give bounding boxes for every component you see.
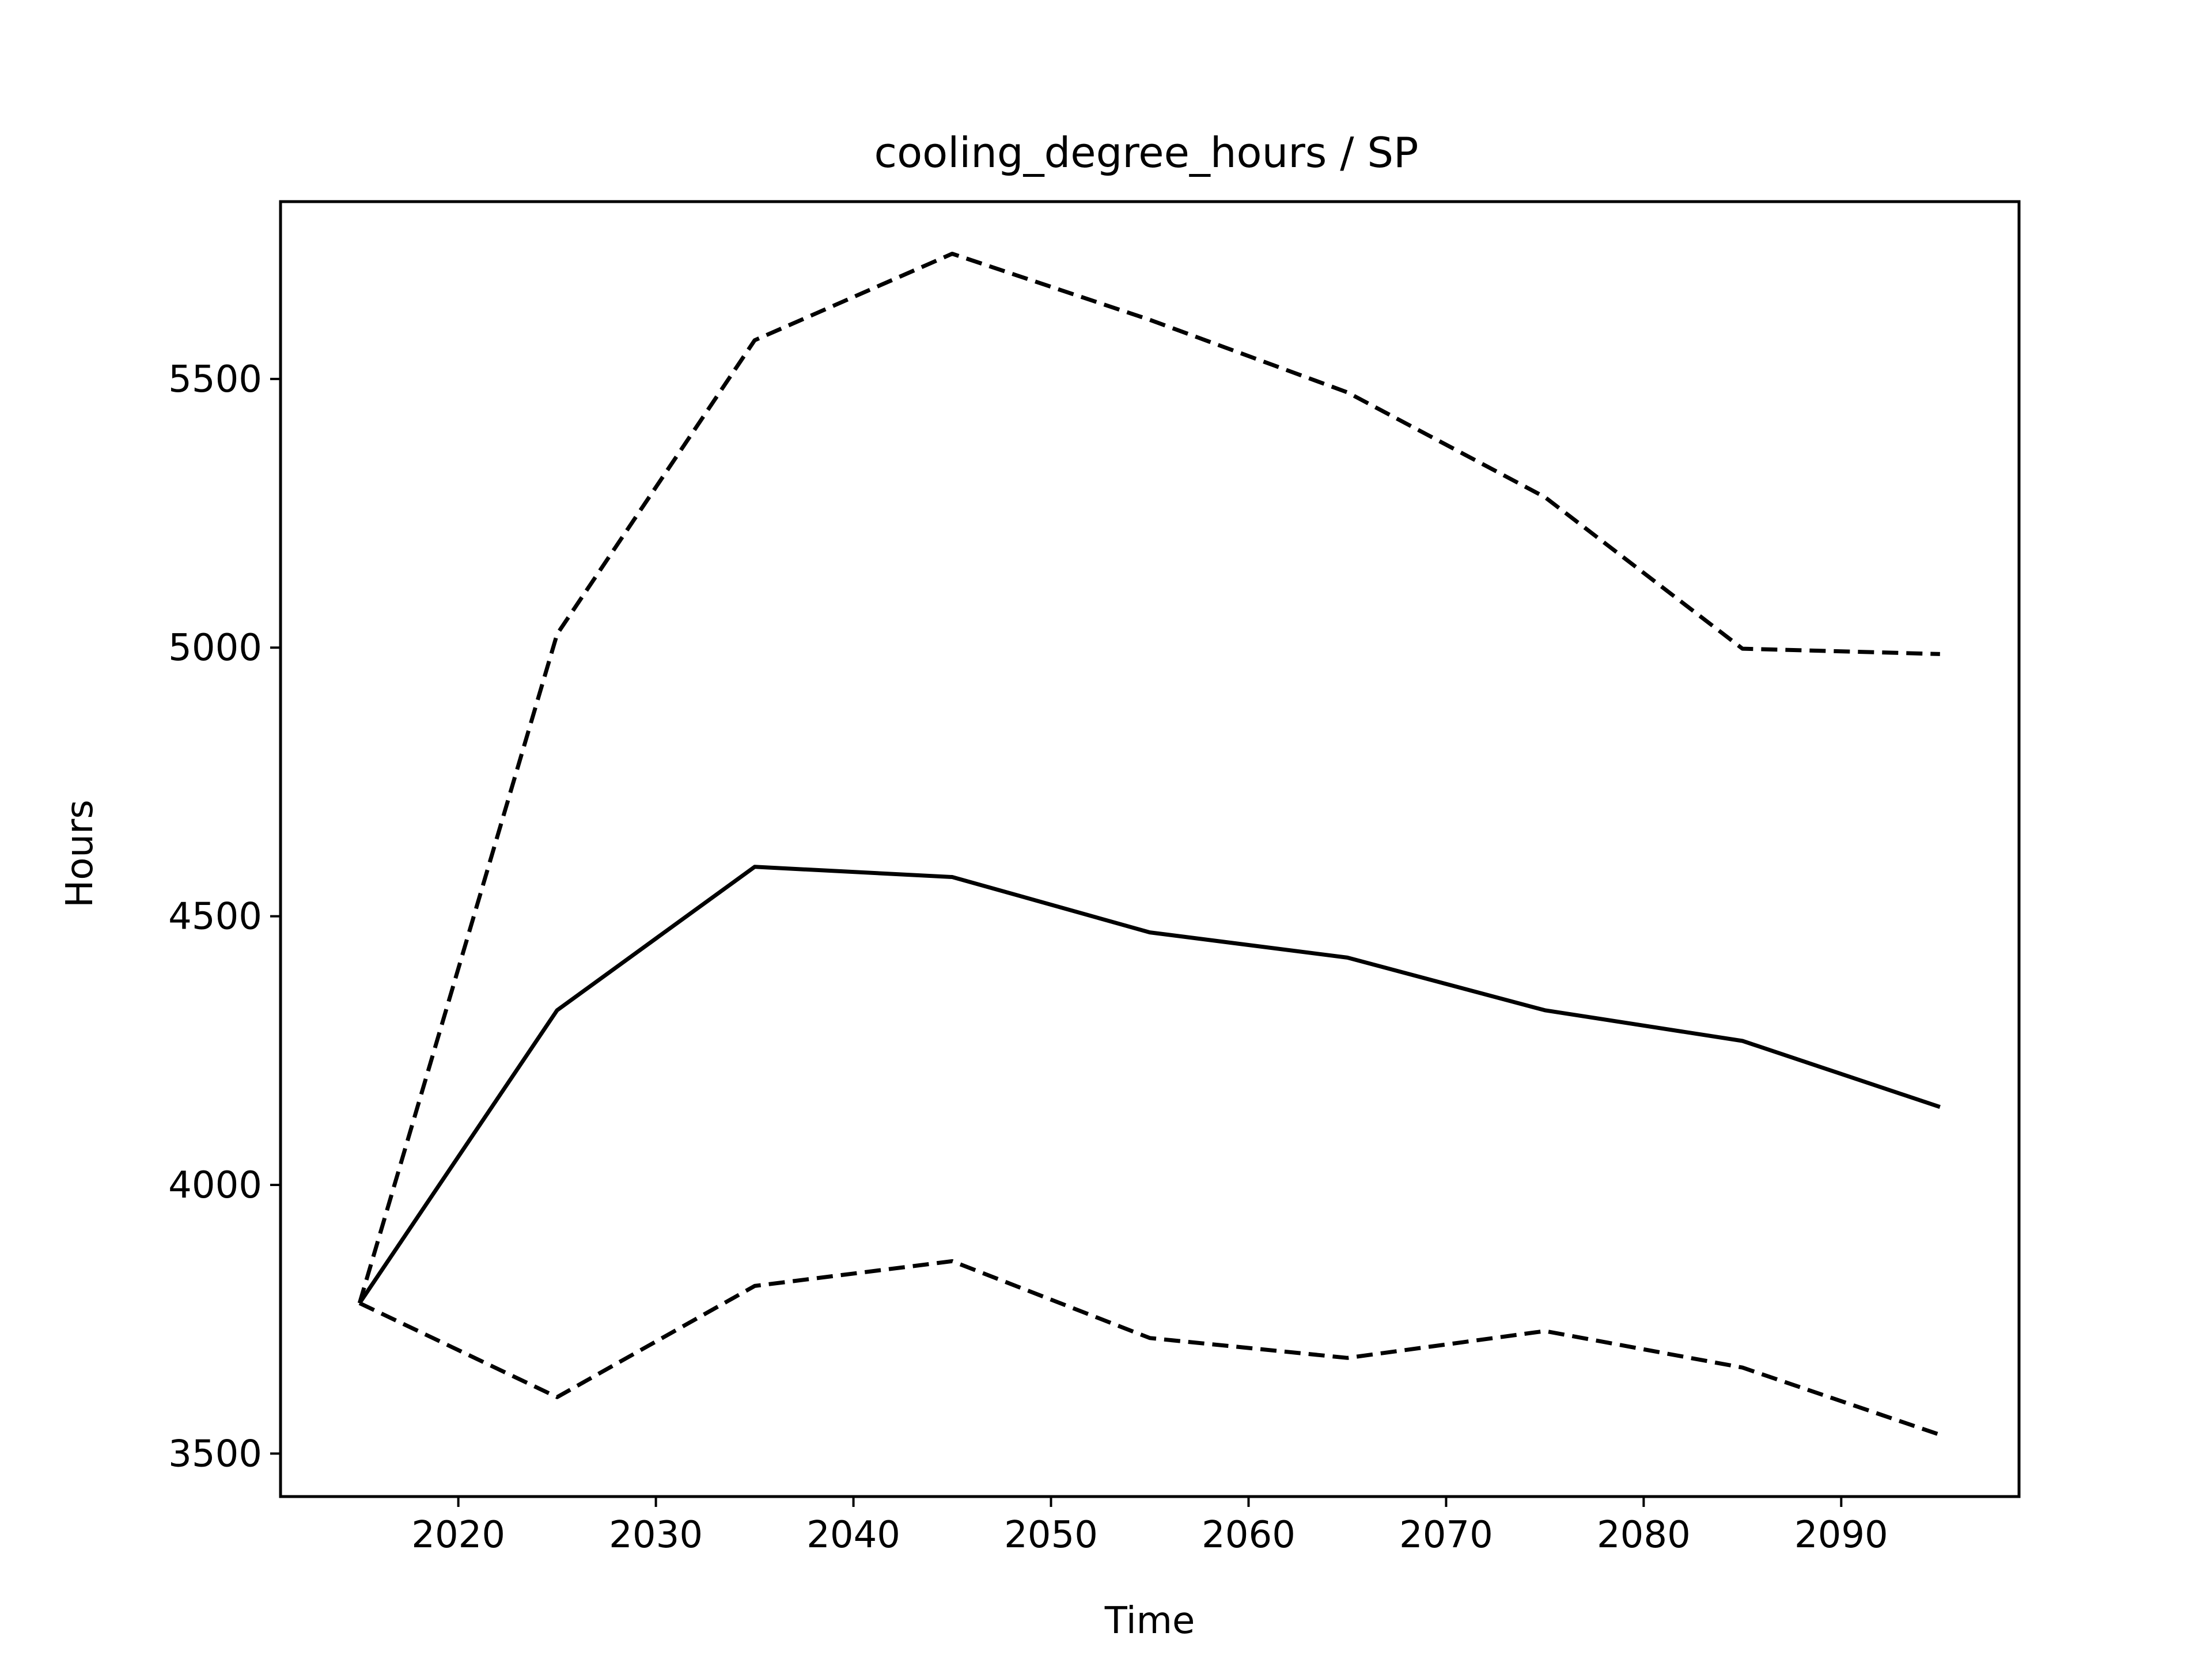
plot-area-frame	[279, 200, 2021, 1498]
x-tick-label: 2020	[411, 1514, 505, 1556]
series-layer	[357, 252, 1941, 1437]
series-line-dashed-2	[358, 1259, 1941, 1437]
x-tick-label: 2040	[806, 1514, 900, 1556]
y-tick-label: 4000	[168, 1164, 262, 1207]
y-tick-label: 4500	[168, 896, 262, 938]
x-tick-label: 2080	[1597, 1514, 1691, 1556]
y-axis-label: Hours	[59, 800, 101, 908]
y-tick-label: 3500	[168, 1433, 262, 1475]
x-axis-label: Time	[1104, 1600, 1195, 1642]
y-tick-label: 5500	[168, 358, 262, 401]
x-tick-label: 2060	[1202, 1514, 1296, 1556]
x-tick-label: 2090	[1794, 1514, 1888, 1556]
y-tick-label: 5000	[168, 627, 262, 669]
series-line-solid	[358, 865, 1941, 1305]
y-axis-ticks: 3500 4000 4500 5000 5500	[168, 358, 281, 1475]
x-tick-label: 2070	[1399, 1514, 1493, 1556]
chart-title: cooling_degree_hours / SP	[874, 128, 1419, 177]
x-tick-label: 2030	[609, 1514, 703, 1556]
x-tick-label: 2050	[1004, 1514, 1098, 1556]
x-axis-ticks: 2020 2030 2040 2050 2060 2070 2080 2090	[411, 1497, 1888, 1556]
